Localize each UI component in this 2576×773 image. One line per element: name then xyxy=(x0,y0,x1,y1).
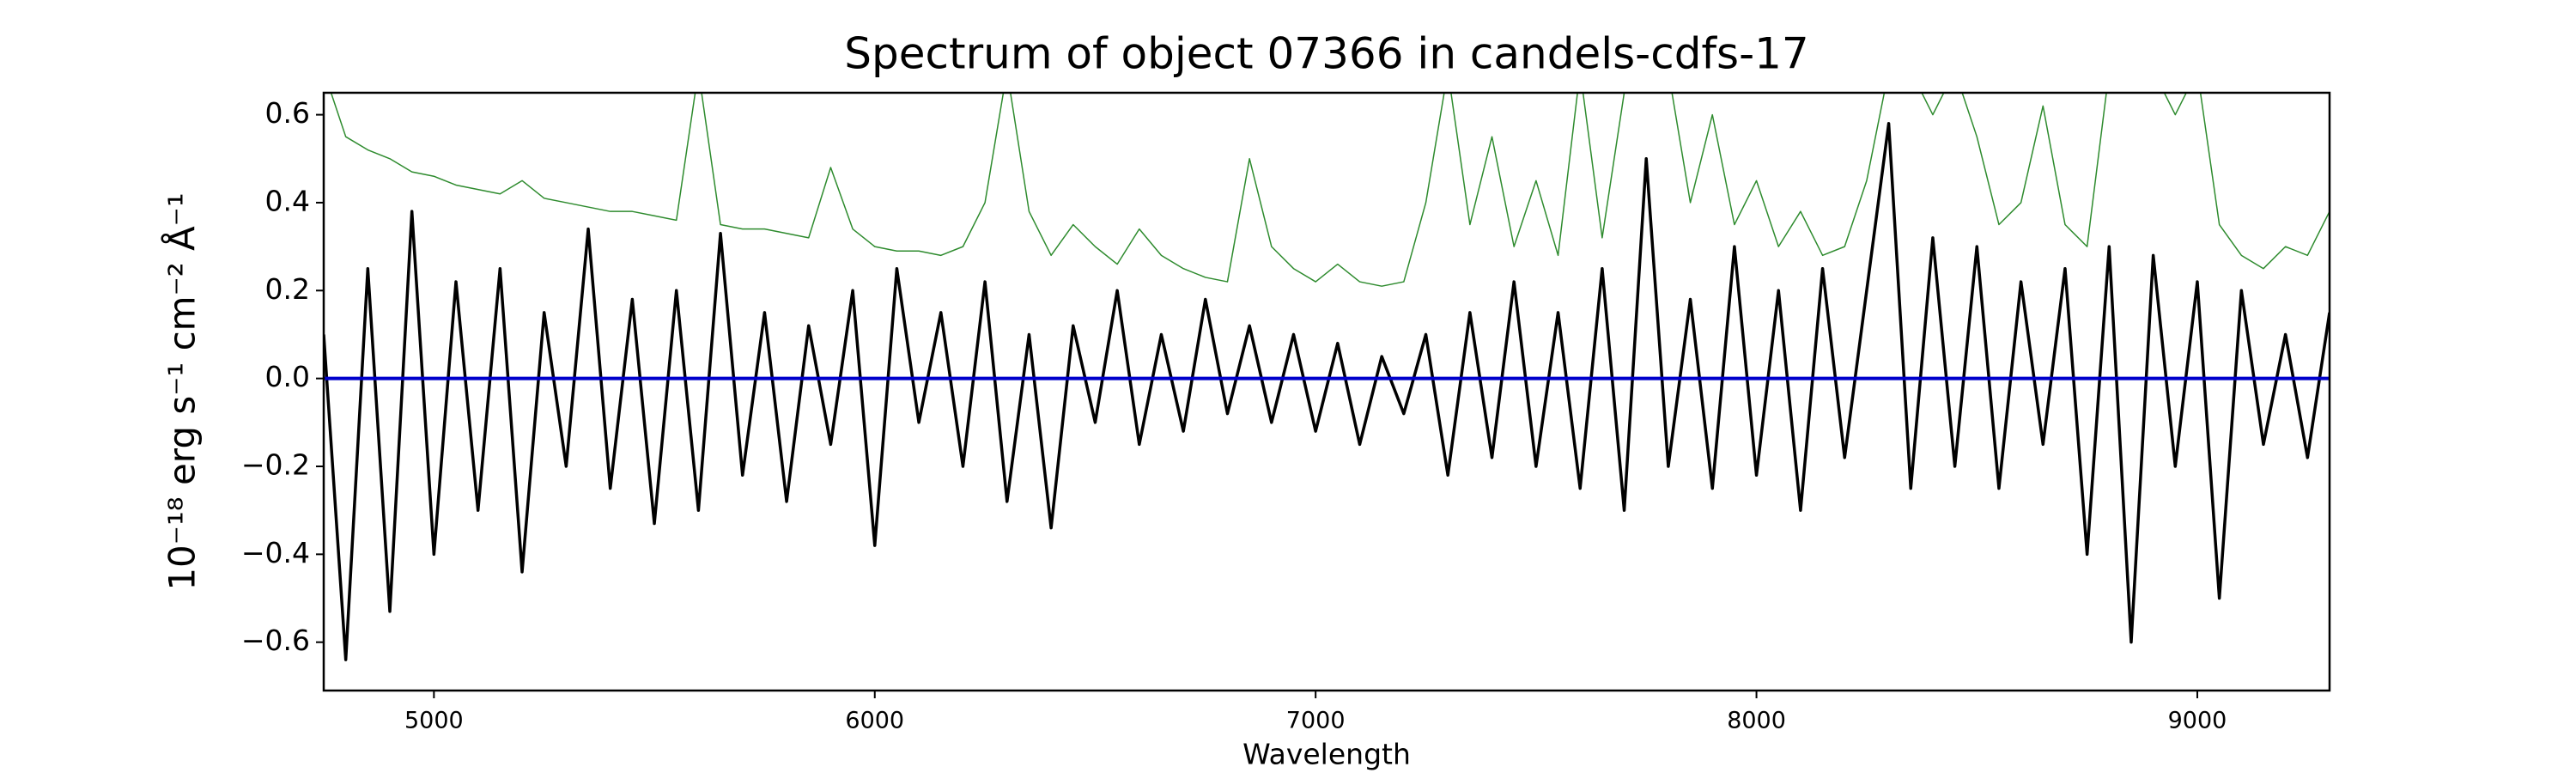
x-tick-label: 5000 xyxy=(404,708,464,734)
y-tick-label: −0.2 xyxy=(241,448,310,482)
x-tick-label: 8000 xyxy=(1727,708,1786,734)
y-tick-label: 0.0 xyxy=(265,360,310,393)
y-tick-label: −0.6 xyxy=(241,624,310,657)
y-tick-label: −0.4 xyxy=(241,536,310,569)
chart-title: Spectrum of object 07366 in candels-cdfs… xyxy=(844,29,1809,79)
spectrum-line xyxy=(324,122,2330,661)
x-tick-label: 7000 xyxy=(1286,708,1346,734)
y-axis-label: 10⁻¹⁸ erg s⁻¹ cm⁻² Å⁻¹ xyxy=(161,192,204,590)
y-tick-label: 0.6 xyxy=(265,96,310,130)
y-tick-label: 0.2 xyxy=(265,272,310,306)
y-tick-label: 0.4 xyxy=(265,184,310,217)
spectrum-line xyxy=(330,93,2330,287)
plot-lines xyxy=(324,93,2330,661)
x-axis-label: Wavelength xyxy=(1242,738,1411,771)
x-tick-label: 6000 xyxy=(845,708,904,734)
x-tick-label: 9000 xyxy=(2168,708,2227,734)
plot-frame xyxy=(322,91,2331,692)
